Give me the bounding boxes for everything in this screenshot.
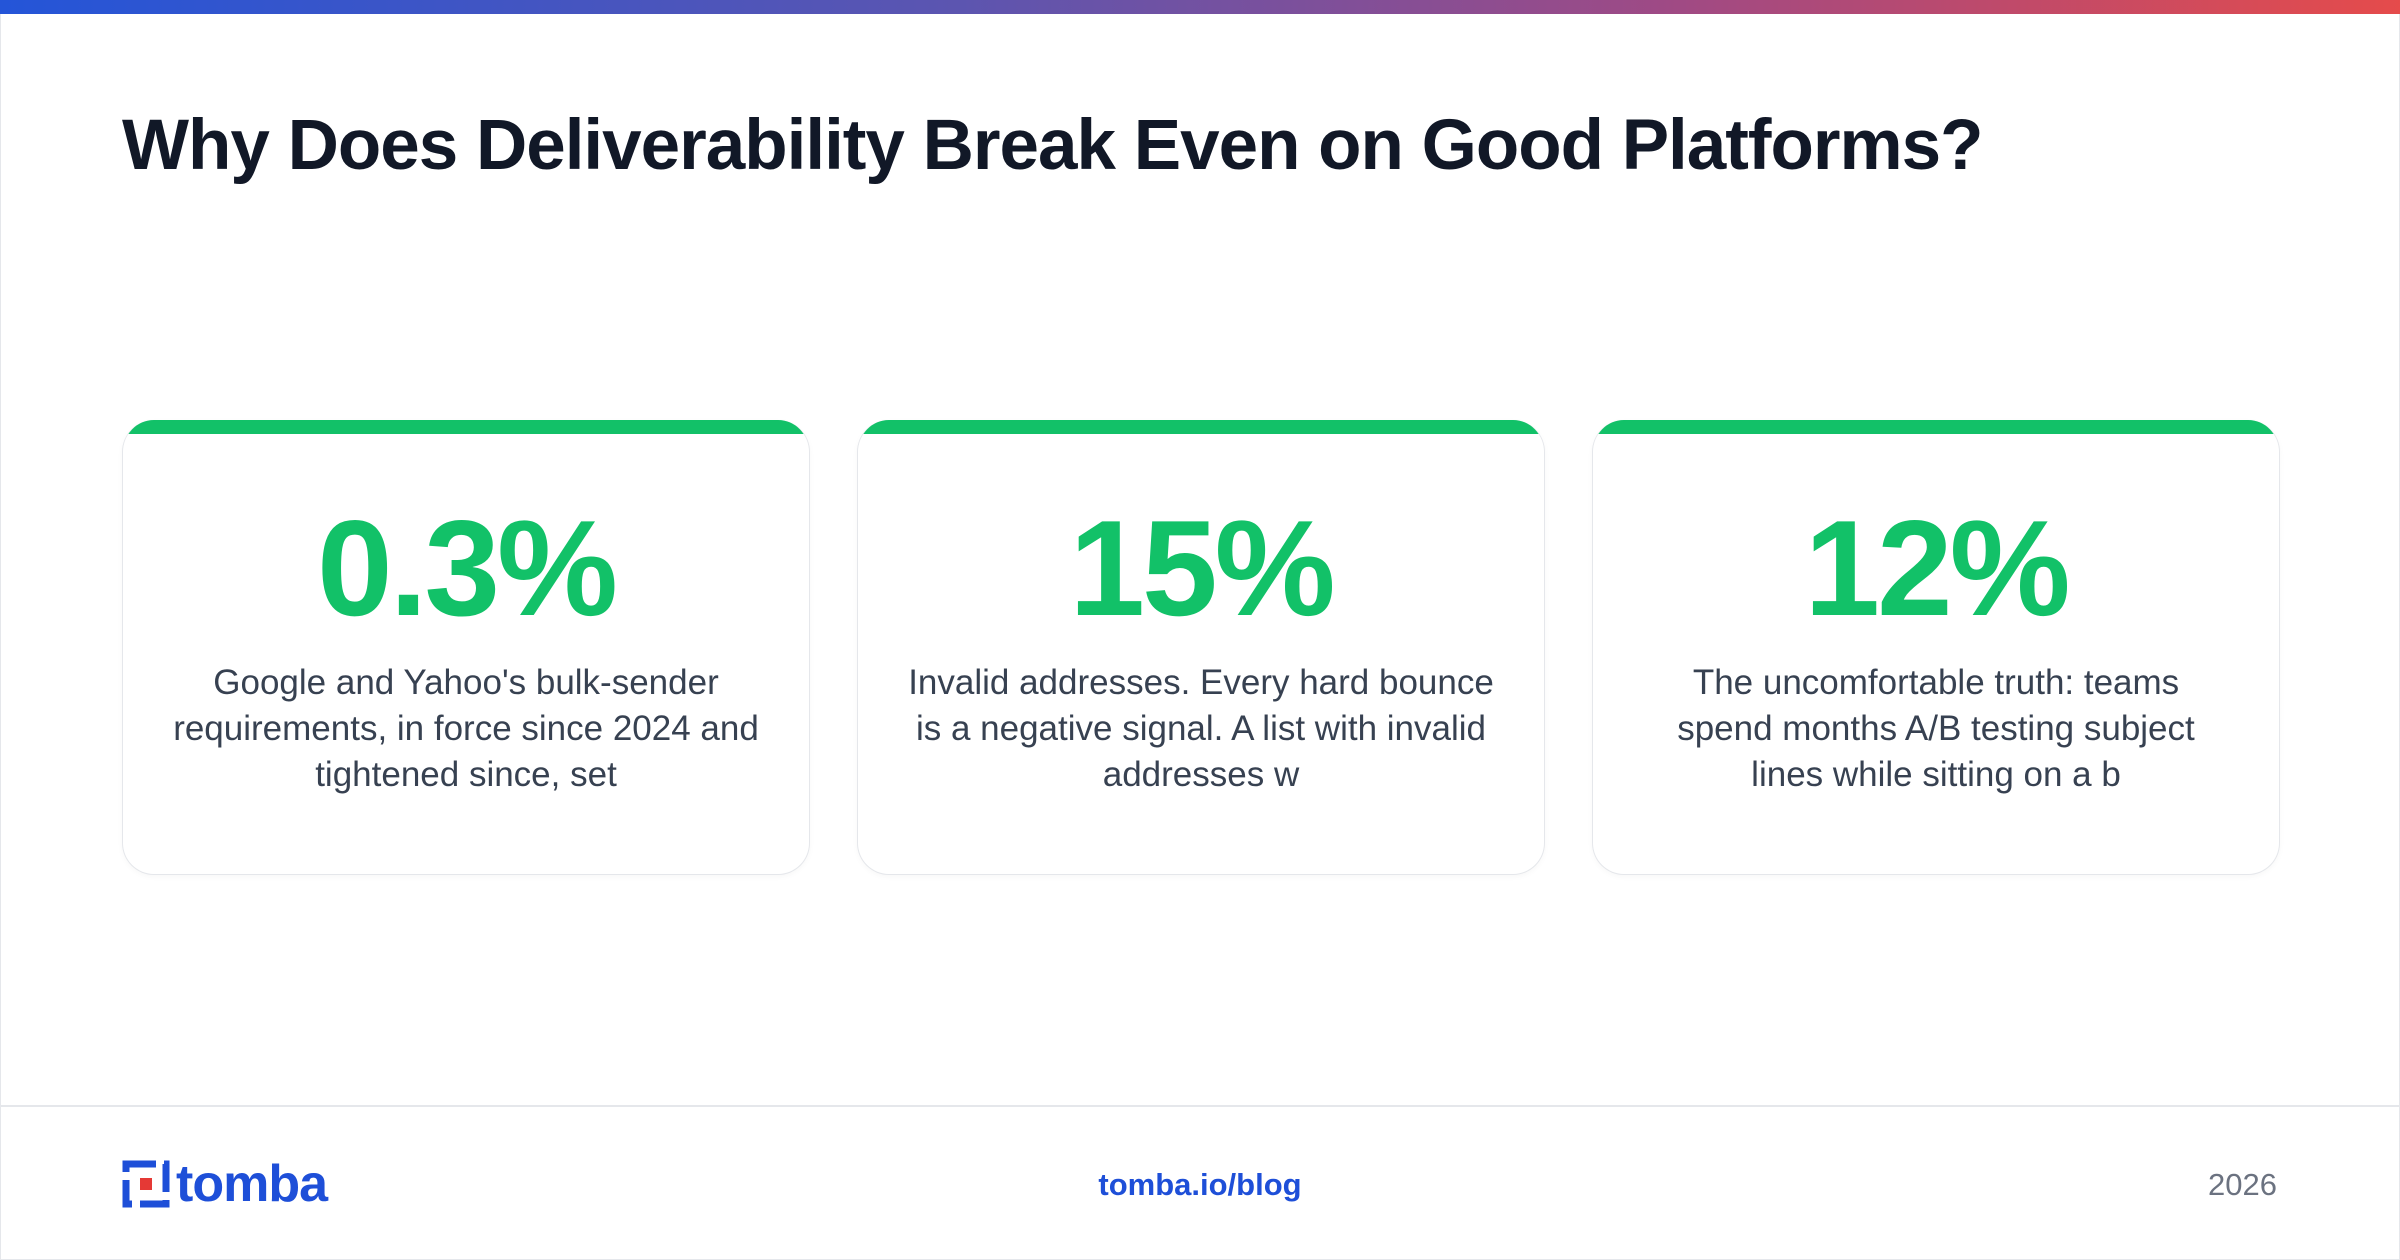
card-accent-bar (1593, 420, 2279, 434)
stat-value: 12% (1804, 492, 2070, 644)
footer-divider (0, 1105, 2400, 1107)
footer-year: 2026 (2208, 1167, 2277, 1202)
page-title: Why Does Deliverability Break Even on Go… (122, 106, 1984, 185)
stat-description: Invalid addresses. Every hard bounce is … (908, 663, 1494, 794)
stat-card: 15% Invalid addresses. Every hard bounce… (857, 420, 1545, 875)
card-accent-bar (123, 420, 809, 434)
blog-link[interactable]: tomba.io/blog (1098, 1167, 1302, 1202)
top-gradient-bar (0, 0, 2400, 14)
logo-wordmark: tomba (176, 1155, 328, 1213)
stat-card: 0.3% Google and Yahoo's bulk-sender requ… (122, 420, 810, 875)
stat-cards: 0.3% Google and Yahoo's bulk-sender requ… (122, 420, 2280, 876)
stat-value: 0.3% (317, 492, 618, 644)
card-accent-bar (858, 420, 1544, 434)
stat-value: 15% (1069, 492, 1335, 644)
tomba-logo[interactable]: tomba (122, 1155, 328, 1213)
stat-description: Google and Yahoo's bulk-sender requireme… (173, 663, 759, 794)
stat-card: 12% The uncomfortable truth: teams spend… (1592, 420, 2280, 875)
tomba-logo-icon (122, 1160, 170, 1208)
stat-description: The uncomfortable truth: teams spend mon… (1677, 663, 2195, 794)
